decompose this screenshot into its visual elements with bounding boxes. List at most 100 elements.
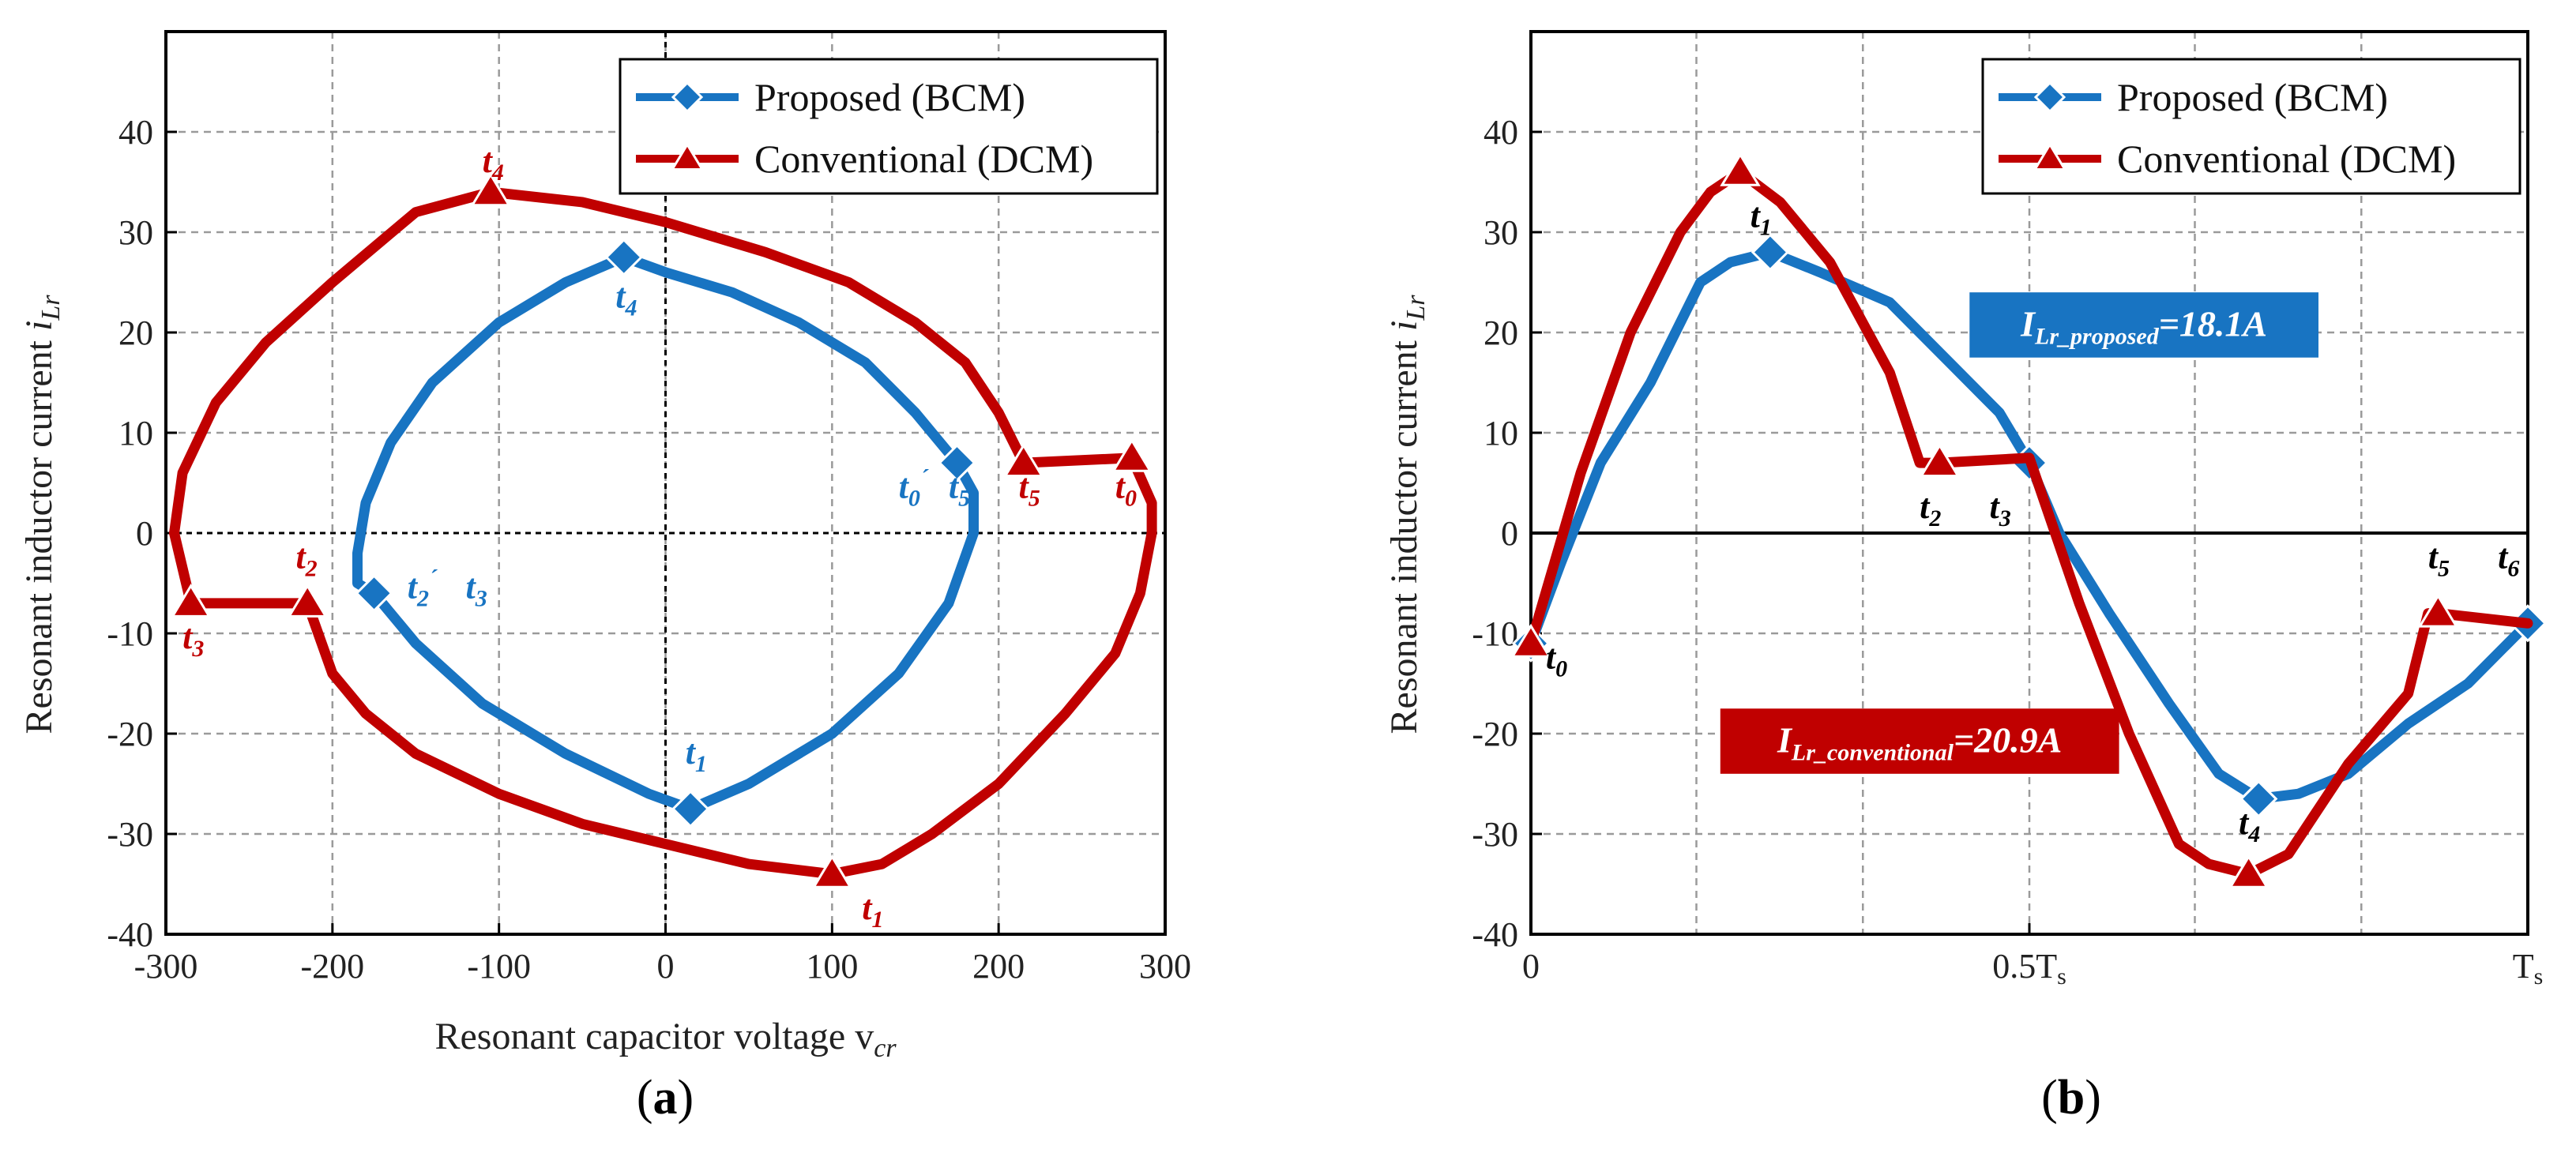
point-label-t2: t2 <box>1920 487 1941 531</box>
data-marker-proposed <box>1751 233 1790 272</box>
series-line-proposed <box>352 252 979 814</box>
legend-label: Conventional (DCM) <box>2117 137 2456 181</box>
y-tick-label: 0 <box>1501 514 1518 553</box>
point-label-t5: t5 <box>949 468 970 512</box>
point-label-t3: t3 <box>1990 487 2011 531</box>
chart-panel-a: -300 -200 -100 0 100 200 300-40-30-20-10010203… <box>18 30 1191 1125</box>
data-marker-conventional <box>1919 443 1961 478</box>
point-label-t3: t3 <box>182 618 204 662</box>
series-line-proposed <box>1525 246 2533 804</box>
x-tick-label: -300 <box>134 947 198 986</box>
y-tick-label: 0 <box>136 514 153 553</box>
y-axis-title: Resonant inductor current iLr <box>1383 295 1431 734</box>
data-marker-conventional <box>2228 854 2270 888</box>
value-box-text: ILr_conventional=20.9A <box>1777 720 2062 766</box>
data-marker-proposed <box>2239 779 2278 818</box>
point-label-t4: t4 <box>615 276 637 321</box>
data-marker-conventional <box>811 854 853 888</box>
legend-marker <box>671 81 704 114</box>
data-marker-proposed <box>938 443 976 483</box>
y-tick-label: -10 <box>1472 614 1518 653</box>
point-label-t0: t0 <box>1115 468 1137 512</box>
y-tick-label: 40 <box>1484 113 1518 152</box>
data-marker-proposed <box>604 238 643 276</box>
series-conventional <box>1510 152 2533 888</box>
legend: Proposed (BCM) Conventional (DCM) <box>1981 58 2521 195</box>
y-tick-label: -40 <box>107 915 153 954</box>
y-tick-label: -20 <box>1472 715 1518 753</box>
data-marker-conventional <box>1003 443 1044 478</box>
x-tick-label: 0.5Ts <box>1992 947 2066 990</box>
y-tick-label: 30 <box>1484 213 1518 252</box>
y-tick-label: -10 <box>107 614 153 653</box>
x-tick-label: 200 <box>972 947 1025 986</box>
point-label-t4: t4 <box>483 141 504 186</box>
x-tick-label: Ts <box>2513 947 2544 990</box>
series-line-conventional <box>1525 167 2533 880</box>
x-tick-label: 0 <box>1522 947 1540 986</box>
data-marker-conventional <box>170 583 212 618</box>
legend-marker <box>2033 81 2066 114</box>
series-conventional <box>169 172 1157 888</box>
legend-label: Proposed (BCM) <box>754 75 1025 119</box>
point-label-t3: t3 <box>466 568 487 612</box>
value-box-text: ILr_proposed=18.1A <box>2020 303 2267 349</box>
point-label-t0: t0 <box>1546 637 1567 682</box>
data-marker-conventional <box>1111 438 1153 472</box>
y-tick-label: 20 <box>118 314 153 352</box>
data-marker-conventional <box>1510 623 1551 658</box>
y-tick-label: -20 <box>107 715 153 753</box>
data-marker-proposed <box>671 790 710 828</box>
x-tick-label: -200 <box>301 947 365 986</box>
legend-marker <box>670 142 705 171</box>
legend-frame <box>619 58 1159 195</box>
chart-panel-b: 0 0.5Ts Ts -40 -30 -20 -10 0 10 20 30 40 Resonant in… <box>1383 30 2548 1125</box>
x-tick-label: 300 <box>1139 947 1191 986</box>
value-box-bg <box>1969 292 2318 358</box>
x-tick-label: 0 <box>657 947 675 986</box>
series-proposed <box>352 238 979 828</box>
y-tick-label: 40 <box>118 113 153 152</box>
y-tick-label: 30 <box>118 213 153 252</box>
y-tick-label: -30 <box>107 815 153 854</box>
point-label-t4: t4 <box>2239 803 2260 847</box>
y-tick-label: -40 <box>1472 915 1518 954</box>
point-label-t5: t5 <box>1018 468 1040 512</box>
legend-label: Proposed (BCM) <box>2117 75 2388 119</box>
value-box-conventional: ILr_conventional=20.9A <box>1720 708 2119 774</box>
legend-marker <box>2033 142 2067 171</box>
y-tick-labels: -40 -30 -20 -10 0 10 20 30 40 <box>1472 113 1518 954</box>
x-tick-labels: 0 0.5Ts Ts <box>1522 947 2543 990</box>
x-axis-title: Resonant capacitor voltage vcr <box>434 1016 897 1063</box>
x-tick-label: -100 <box>467 947 531 986</box>
legend-item-conventional: Conventional (DCM) <box>636 137 1093 181</box>
x-tick-label: 100 <box>806 947 858 986</box>
data-marker-conventional <box>470 172 511 207</box>
data-marker-conventional <box>1720 152 1761 186</box>
legend-item-proposed: Proposed (BCM) <box>1999 75 2388 119</box>
legend-frame <box>1981 58 2521 195</box>
y-tick-label: -30 <box>1472 815 1518 854</box>
point-label-t6: t6 <box>2498 537 2519 581</box>
legend-item-proposed: Proposed (BCM) <box>636 75 1025 119</box>
y-tick-label: 20 <box>1484 314 1518 352</box>
point-label-t0: t0´ <box>899 465 929 512</box>
value-box-bg <box>1720 708 2119 774</box>
point-label-t1: t1 <box>686 733 707 777</box>
y-tick-label: 10 <box>118 414 153 453</box>
y-axis-title: Resonant inductor current iLr <box>18 295 66 734</box>
data-marker-conventional <box>287 583 328 618</box>
panel-label: (a) <box>637 1071 694 1125</box>
y-tick-labels: -40 -30 -20 -10 0 10 20 30 40 <box>107 113 153 954</box>
point-label-t1: t1 <box>1751 197 1772 241</box>
data-marker-proposed <box>355 574 393 613</box>
legend: Proposed (BCM) Conventional (DCM) <box>619 58 1159 195</box>
point-label-t5: t5 <box>2428 537 2450 581</box>
series-proposed <box>1511 233 2548 818</box>
point-label-t2: t2 <box>295 537 317 581</box>
panel-label: (b) <box>2041 1071 2101 1125</box>
legend-label: Conventional (DCM) <box>754 137 1093 181</box>
point-label-t1: t1 <box>862 888 883 933</box>
legend-item-conventional: Conventional (DCM) <box>1999 137 2456 181</box>
